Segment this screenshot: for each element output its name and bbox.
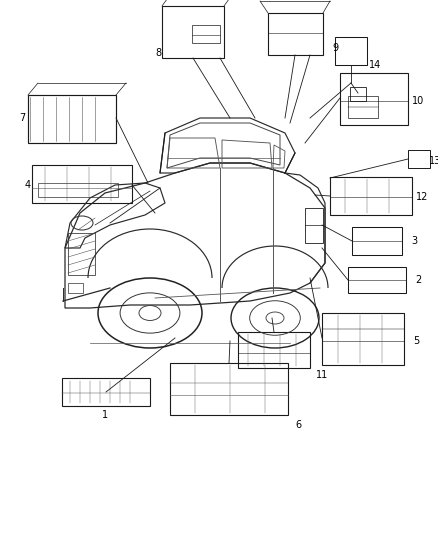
Bar	[350, 87, 366, 101]
Bar	[28, 95, 116, 143]
Bar	[38, 183, 118, 197]
Bar	[408, 150, 430, 168]
Bar	[305, 208, 323, 243]
Bar	[68, 283, 83, 293]
Bar	[238, 332, 310, 368]
Text: 1: 1	[102, 410, 108, 420]
Text: 12: 12	[416, 192, 428, 202]
Bar	[322, 313, 404, 365]
Text: 13: 13	[429, 156, 438, 166]
Bar	[268, 13, 323, 55]
Text: 10: 10	[412, 96, 424, 106]
Bar	[340, 73, 408, 125]
Bar	[352, 227, 402, 255]
Text: 9: 9	[332, 43, 338, 53]
Bar	[330, 177, 412, 215]
Bar	[192, 25, 220, 43]
Bar	[348, 267, 406, 293]
Bar	[162, 6, 224, 58]
Bar	[170, 363, 288, 415]
Bar	[32, 165, 132, 203]
Bar	[335, 37, 367, 65]
Text: 14: 14	[369, 60, 381, 70]
Bar	[62, 378, 150, 406]
Text: 11: 11	[316, 370, 328, 380]
Text: 8: 8	[155, 48, 161, 58]
Text: 2: 2	[415, 275, 421, 285]
Bar	[348, 96, 378, 118]
Bar	[68, 233, 95, 275]
Text: 5: 5	[413, 336, 419, 346]
Text: 6: 6	[295, 420, 301, 430]
Text: 4: 4	[25, 180, 31, 190]
Text: 3: 3	[411, 236, 417, 246]
Text: 7: 7	[19, 113, 25, 123]
